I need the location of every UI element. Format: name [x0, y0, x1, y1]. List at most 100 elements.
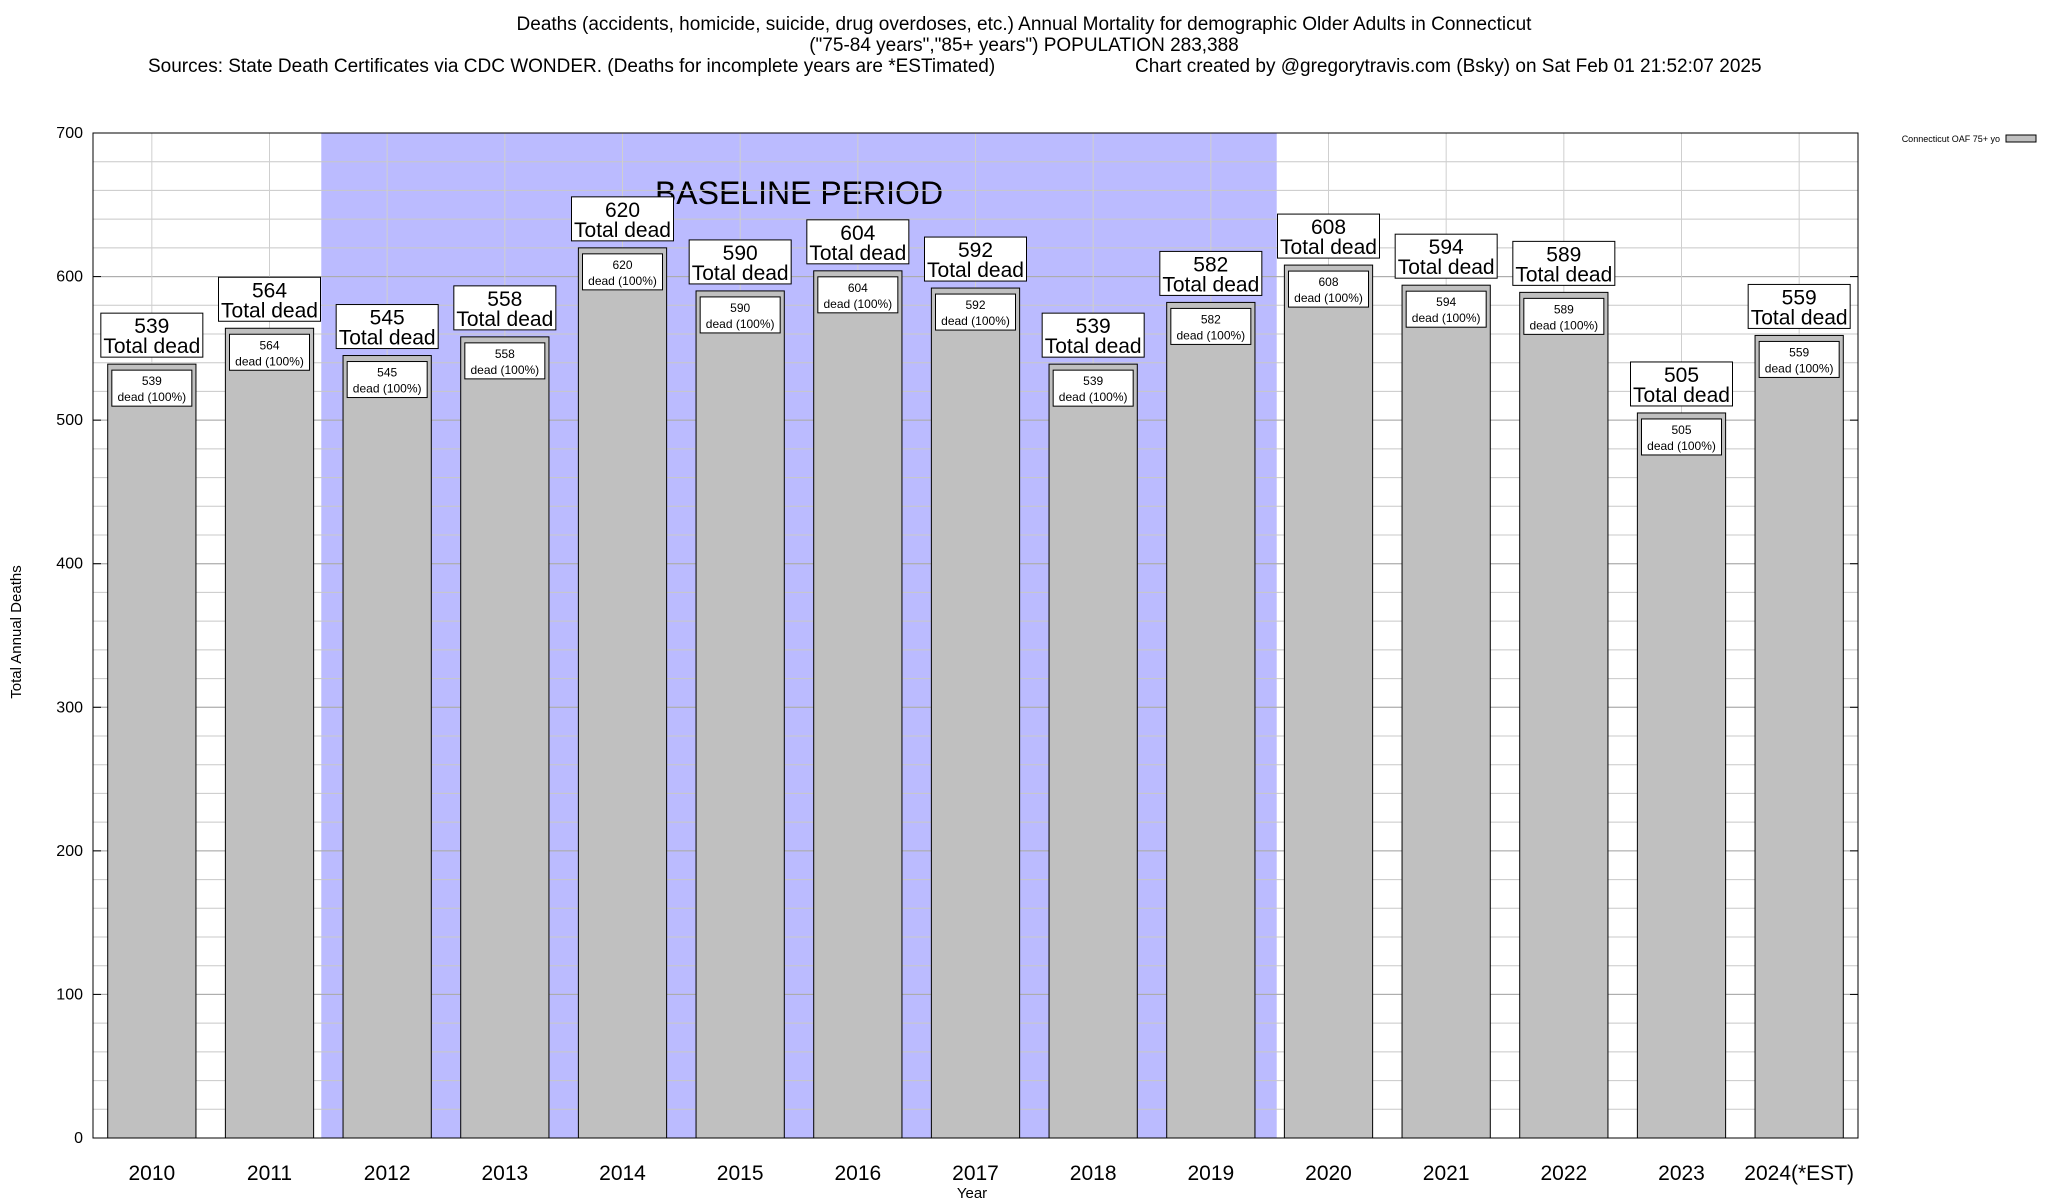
- y-tick-label: 400: [56, 556, 83, 573]
- x-tick-label: 2013: [481, 1162, 528, 1185]
- y-tick-label: 500: [56, 412, 83, 429]
- bar-total-label-box: [806, 219, 910, 265]
- bar: [1401, 284, 1491, 1139]
- bar-inner-value: 559: [1789, 345, 1809, 359]
- bar-total-value: 558: [487, 288, 522, 311]
- y-tick-label: 100: [56, 986, 83, 1003]
- bar: [813, 270, 903, 1139]
- bar-inner-label: dead (100%): [1647, 439, 1716, 453]
- bar-inner-value: 592: [965, 298, 985, 312]
- bar: [577, 247, 668, 1139]
- x-tick-label: 2014: [599, 1162, 646, 1185]
- legend-label: Connecticut OAF 75+ yo: [1902, 134, 2000, 144]
- y-tick-label: 600: [56, 269, 83, 286]
- bar-total-value: 608: [1311, 216, 1346, 239]
- bar: [1636, 412, 1727, 1139]
- bar: [1519, 291, 1609, 1139]
- bar-inner-label: dead (100%): [1294, 291, 1363, 305]
- x-axis-label: Year: [957, 1185, 987, 1200]
- bar: [1048, 363, 1138, 1139]
- bar-inner-label: dead (100%): [235, 354, 304, 368]
- x-tick-label: 2022: [1540, 1162, 1587, 1185]
- bar-inner-value: 558: [495, 347, 515, 361]
- bar: [930, 287, 1021, 1139]
- bar-total-label-box: [571, 196, 674, 242]
- bar-total-label-box: [1159, 250, 1263, 296]
- bar-total-label-box: [1747, 283, 1851, 329]
- x-tick-label: 2015: [717, 1162, 764, 1185]
- bar-total-label-box: [1277, 213, 1380, 259]
- bar-total-label: Total dead: [1633, 384, 1730, 407]
- bar-inner-value: 564: [259, 338, 279, 352]
- bar-total-label-box: [1512, 240, 1616, 286]
- bar: [460, 336, 550, 1139]
- bar-total-value: 604: [840, 222, 875, 245]
- x-tick-label: 2010: [128, 1162, 175, 1185]
- bar-inner-value: 539: [1083, 374, 1103, 388]
- bar-total-label: Total dead: [574, 219, 671, 242]
- bar-total-label-box: [218, 276, 321, 322]
- bar-inner-label-box: [699, 296, 781, 334]
- x-tick-label: 2020: [1305, 1162, 1352, 1185]
- bar-inner-label: dead (100%): [941, 314, 1010, 328]
- bar-total-value: 589: [1546, 243, 1581, 266]
- bar-inner-label-box: [464, 342, 546, 380]
- x-tick-label: 2024(*EST): [1744, 1162, 1854, 1185]
- bar-inner-label-box: [1052, 369, 1134, 407]
- bar-inner-label-box: [1758, 340, 1840, 378]
- bar-inner-label: dead (100%): [1765, 361, 1834, 375]
- bar-inner-label-box: [111, 369, 193, 407]
- bar-total-label: Total dead: [1162, 273, 1259, 296]
- chart-credit: Chart created by @gregorytravis.com (Bsk…: [1135, 56, 1762, 77]
- bar-inner-label-box: [346, 361, 428, 399]
- bar-total-value: 620: [605, 199, 640, 222]
- chart-title-line-1: Deaths (accidents, homicide, suicide, dr…: [516, 14, 1532, 35]
- bar-total-label: Total dead: [927, 259, 1024, 282]
- bar-total-label: Total dead: [1398, 256, 1495, 279]
- bar-total-label: Total dead: [456, 308, 553, 331]
- x-tick-label: 2012: [364, 1162, 411, 1185]
- bar-total-value: 592: [958, 239, 993, 262]
- bar-total-label: Total dead: [809, 242, 906, 265]
- bar-total-label: Total dead: [339, 327, 436, 350]
- x-tick-label: 2023: [1658, 1162, 1705, 1185]
- bar-total-value: 564: [252, 279, 287, 302]
- baseline-label: BASELINE PERIOD: [655, 175, 943, 211]
- bar-inner-label-box: [1405, 290, 1487, 328]
- chart-source-line: Sources: State Death Certificates via CD…: [0, 56, 2048, 77]
- bar-inner-label-box: [935, 293, 1016, 331]
- chart-header: Deaths (accidents, homicide, suicide, dr…: [0, 14, 2048, 77]
- bar-total-label-box: [688, 239, 792, 285]
- bar-inner-value: 505: [1671, 423, 1691, 437]
- bar: [1754, 334, 1844, 1139]
- y-tick-label: 300: [56, 699, 83, 716]
- bar-inner-label-box: [1288, 270, 1369, 308]
- bar-inner-label: dead (100%): [1176, 328, 1245, 342]
- x-tick-label: 2011: [247, 1162, 292, 1185]
- bars: [107, 247, 1844, 1139]
- bar-inner-label-box: [1523, 297, 1605, 335]
- bar-inner-value: 539: [142, 374, 162, 388]
- bar-total-value: 545: [370, 307, 405, 330]
- bar-inner-label: dead (100%): [1412, 311, 1481, 325]
- bar-total-label: Total dead: [692, 262, 789, 285]
- bar-inner-value: 620: [612, 258, 632, 272]
- bar: [107, 363, 197, 1139]
- bar: [1166, 301, 1256, 1139]
- y-tick-label: 200: [56, 843, 83, 860]
- bar-total-value: 539: [1076, 315, 1111, 338]
- bar-total-label: Total dead: [1045, 335, 1142, 358]
- bar-inner-label: dead (100%): [1059, 390, 1128, 404]
- bar: [224, 327, 315, 1139]
- bar-inner-value: 545: [377, 366, 397, 380]
- bar-total-label-box: [100, 312, 204, 358]
- legend-swatch: [2005, 134, 2037, 143]
- bar: [1283, 264, 1374, 1139]
- bar-total-label-box: [453, 285, 557, 331]
- bar-total-label-box: [1630, 361, 1733, 407]
- bar-total-value: 590: [723, 242, 758, 265]
- bar-inner-label-box: [1170, 307, 1252, 345]
- bar-total-label: Total dead: [221, 299, 318, 322]
